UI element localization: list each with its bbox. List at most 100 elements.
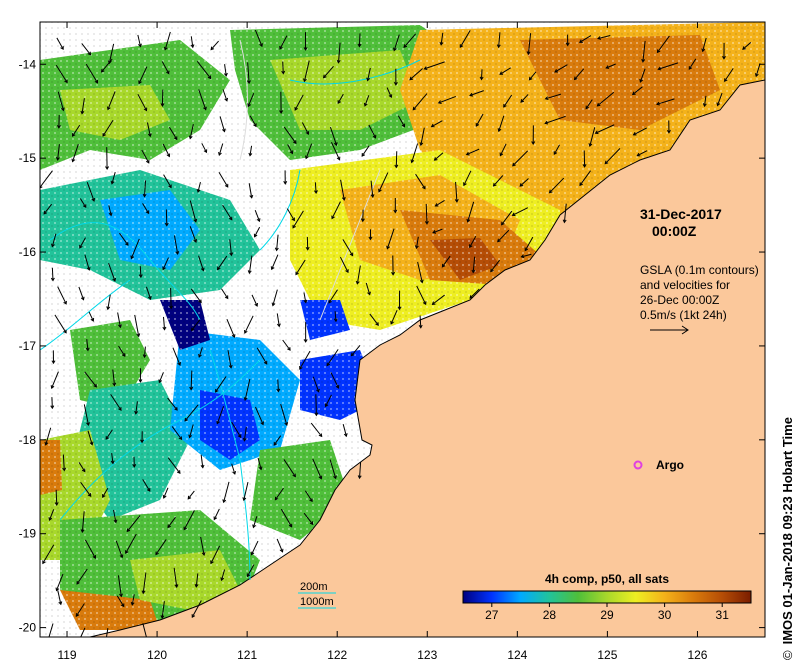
velocity-arrow: [137, 34, 141, 47]
credit-text: IMOS 01-Jan-2018 09:23 Hobart Time: [780, 417, 795, 645]
velocity-arrow: [111, 453, 114, 464]
velocity-arrowhead: [454, 199, 459, 203]
velocity-arrowhead: [86, 422, 90, 427]
velocity-arrowhead: [554, 69, 559, 73]
velocity-arrow: [503, 94, 513, 108]
velocity-arrow: [527, 33, 532, 55]
velocity-arrowhead: [79, 244, 83, 249]
velocity-arrow: [40, 170, 53, 189]
velocity-arrowhead: [631, 91, 636, 96]
velocity-arrowhead: [299, 366, 303, 370]
velocity-arrowhead: [130, 255, 135, 260]
gsla-line-1: GSLA (0.1m contours): [640, 263, 759, 277]
velocity-arrow: [86, 339, 89, 351]
velocity-arrow: [79, 198, 87, 208]
velocity-arrow: [76, 568, 88, 585]
velocity-arrow: [287, 144, 293, 154]
velocity-arrow: [57, 144, 60, 161]
velocity-arrowhead: [105, 166, 110, 171]
velocity-arrowhead: [110, 460, 115, 465]
velocity-arrowhead: [216, 420, 220, 425]
velocity-arrowhead: [196, 188, 201, 193]
velocity-arrowhead: [414, 245, 419, 250]
velocity-arrow: [295, 259, 306, 275]
velocity-arrow: [231, 421, 242, 438]
velocity-arrow: [467, 201, 475, 222]
colorbar-tick-label: 31: [716, 608, 730, 622]
velocity-arrowhead: [80, 110, 85, 115]
velocity-arrowhead: [322, 74, 327, 79]
velocity-arrow: [243, 426, 247, 441]
velocity-arrow: [107, 91, 116, 110]
velocity-arrow: [469, 288, 480, 299]
velocity-arrowhead: [273, 442, 278, 446]
bathymetry-legend: 200m 1000m: [298, 581, 336, 609]
velocity-arrowhead: [531, 141, 536, 146]
velocity-arrowhead: [76, 644, 79, 647]
velocity-arrowhead: [160, 103, 165, 107]
velocity-arrowhead: [237, 434, 242, 439]
velocity-arrowhead: [169, 305, 174, 310]
x-tick-label: 120: [147, 648, 167, 662]
velocity-arrow: [81, 98, 85, 114]
velocity-arrow: [403, 33, 417, 48]
velocity-arrow: [545, 115, 566, 124]
velocity-arrow: [286, 208, 295, 221]
velocity-arrowhead: [189, 386, 194, 391]
velocity-arrow: [55, 64, 68, 83]
velocity-arrow: [315, 394, 317, 416]
velocity-arrowhead: [370, 194, 375, 199]
y-tick-label: -17: [19, 339, 37, 353]
velocity-arrowhead: [48, 517, 53, 522]
velocity-arrow: [519, 178, 529, 187]
velocity-arrow: [305, 143, 313, 159]
velocity-arrow: [130, 238, 140, 259]
x-tick-label: 126: [687, 648, 707, 662]
velocity-arrowhead: [138, 274, 143, 279]
velocity-arrowhead: [544, 96, 549, 101]
velocity-arrowhead: [423, 66, 428, 71]
velocity-arrowhead: [106, 106, 111, 111]
velocity-arrow: [126, 515, 141, 532]
velocity-arrowhead: [302, 78, 307, 83]
velocity-arrow: [412, 93, 428, 111]
velocity-arrow: [161, 601, 165, 619]
velocity-arrow: [397, 115, 405, 127]
velocity-arrow: [117, 312, 121, 328]
velocity-arrow: [549, 177, 565, 194]
velocity-arrowhead: [228, 364, 233, 369]
velocity-arrow: [87, 430, 93, 445]
velocity-arrow: [497, 229, 510, 243]
velocity-arrow: [499, 67, 511, 75]
velocity-arrow: [222, 204, 233, 221]
velocity-arrow: [301, 122, 309, 135]
velocity-arrow: [107, 294, 111, 310]
velocity-arrowhead: [207, 75, 212, 80]
velocity-arrow: [172, 347, 181, 366]
velocity-arrow: [524, 236, 534, 251]
velocity-arrowhead: [246, 80, 251, 85]
velocity-arrow: [411, 143, 419, 163]
velocity-arrow: [219, 116, 226, 132]
velocity-arrowhead: [87, 51, 92, 56]
velocity-arrowhead: [276, 323, 281, 328]
velocity-arrowhead: [459, 44, 464, 49]
velocity-arrow: [57, 590, 62, 605]
velocity-arrow: [642, 40, 646, 62]
velocity-arrowhead: [47, 639, 50, 642]
velocity-arrow: [273, 435, 282, 446]
velocity-arrowhead: [86, 266, 91, 271]
velocity-arrowhead: [328, 299, 332, 304]
velocity-arrowhead: [142, 354, 147, 359]
velocity-arrowhead: [75, 613, 80, 617]
velocity-arrow: [325, 394, 332, 407]
velocity-arrow: [110, 394, 122, 411]
velocity-arrowhead: [174, 407, 178, 411]
velocity-arrowhead: [164, 222, 169, 227]
velocity-arrowhead: [305, 131, 310, 136]
velocity-arrow: [369, 313, 379, 326]
velocity-arrow: [84, 254, 90, 271]
land-mass: [89, 79, 765, 637]
velocity-arrow: [215, 376, 227, 393]
velocity-arrow: [605, 63, 616, 69]
